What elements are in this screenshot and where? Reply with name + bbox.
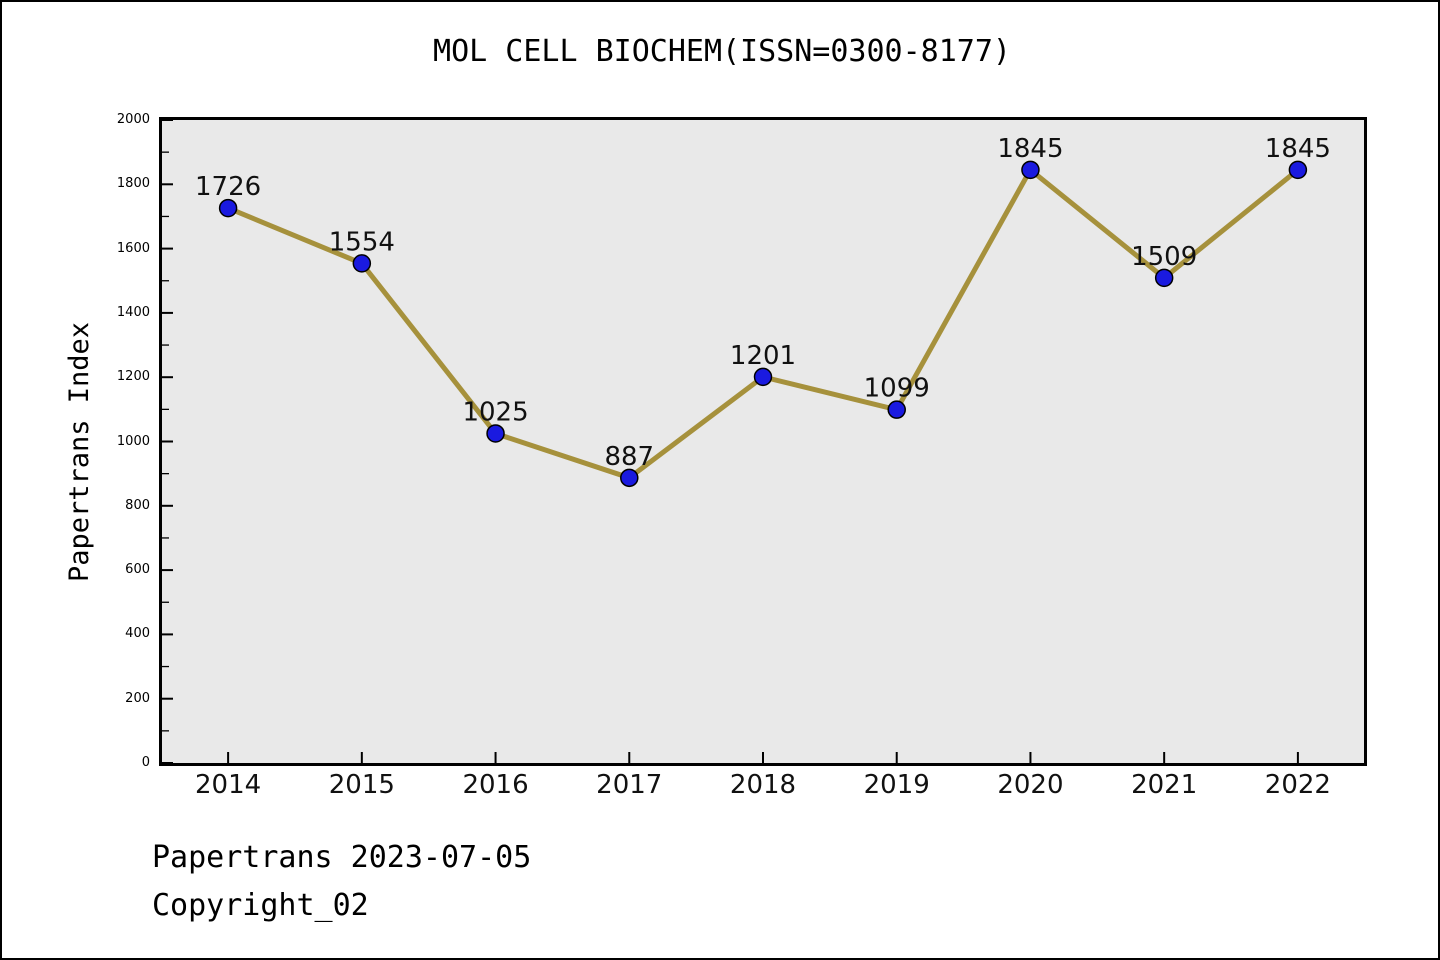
data-point-2022 [1288, 160, 1308, 180]
data-label-2022: 1845 [1265, 134, 1331, 164]
data-label-2018: 1201 [730, 341, 796, 371]
data-point-2016 [486, 424, 505, 443]
x-tick-label: 2020 [997, 770, 1064, 800]
x-tick-label: 2021 [1131, 770, 1198, 800]
data-label-2017: 887 [604, 442, 654, 472]
x-tick-label: 2019 [863, 770, 930, 800]
y-tick-label: 200 [125, 690, 150, 706]
footer-copyright: Copyright_02 [152, 888, 369, 923]
data-point-2017 [620, 468, 639, 488]
data-point-2021 [1154, 268, 1174, 288]
data-point-2015 [352, 254, 372, 273]
x-tick-label: 2018 [729, 770, 797, 800]
y-tick-label: 0 [141, 755, 150, 770]
data-label-2021: 1509 [1131, 242, 1197, 272]
y-tick-label: 2000 [116, 112, 150, 127]
chart-title: MOL CELL BIOCHEM(ISSN=0300-8177) [433, 34, 1011, 69]
data-point-2020 [1021, 160, 1040, 180]
x-tick-label: 2014 [195, 770, 262, 800]
data-label-2014: 1726 [195, 172, 261, 202]
data-point-2014 [218, 198, 238, 218]
data-label-2019: 1099 [864, 374, 930, 404]
line-chart: 1726 1554 1025 887 1201 1099 1845 1509 1845 [162, 120, 1364, 763]
plot-area: 1726 1554 1025 887 1201 1099 1845 1509 1845 [159, 117, 1367, 766]
x-tick-label: 2015 [328, 770, 395, 800]
data-label-2015: 1554 [329, 227, 395, 257]
plot-background [162, 120, 1364, 763]
x-tick-label: 2017 [596, 770, 663, 800]
data-label-2020: 1845 [997, 134, 1063, 164]
footer-date: Papertrans 2023-07-05 [152, 840, 532, 875]
x-tick-label: 2016 [462, 770, 529, 800]
data-label-2016: 1025 [462, 397, 528, 427]
data-point-2018 [753, 367, 773, 387]
data-point-2019 [887, 400, 906, 419]
y-axis-label: Papertrans Index [64, 321, 95, 583]
y-tick-label: 1800 [116, 176, 150, 192]
x-tick-label: 2022 [1264, 770, 1331, 800]
